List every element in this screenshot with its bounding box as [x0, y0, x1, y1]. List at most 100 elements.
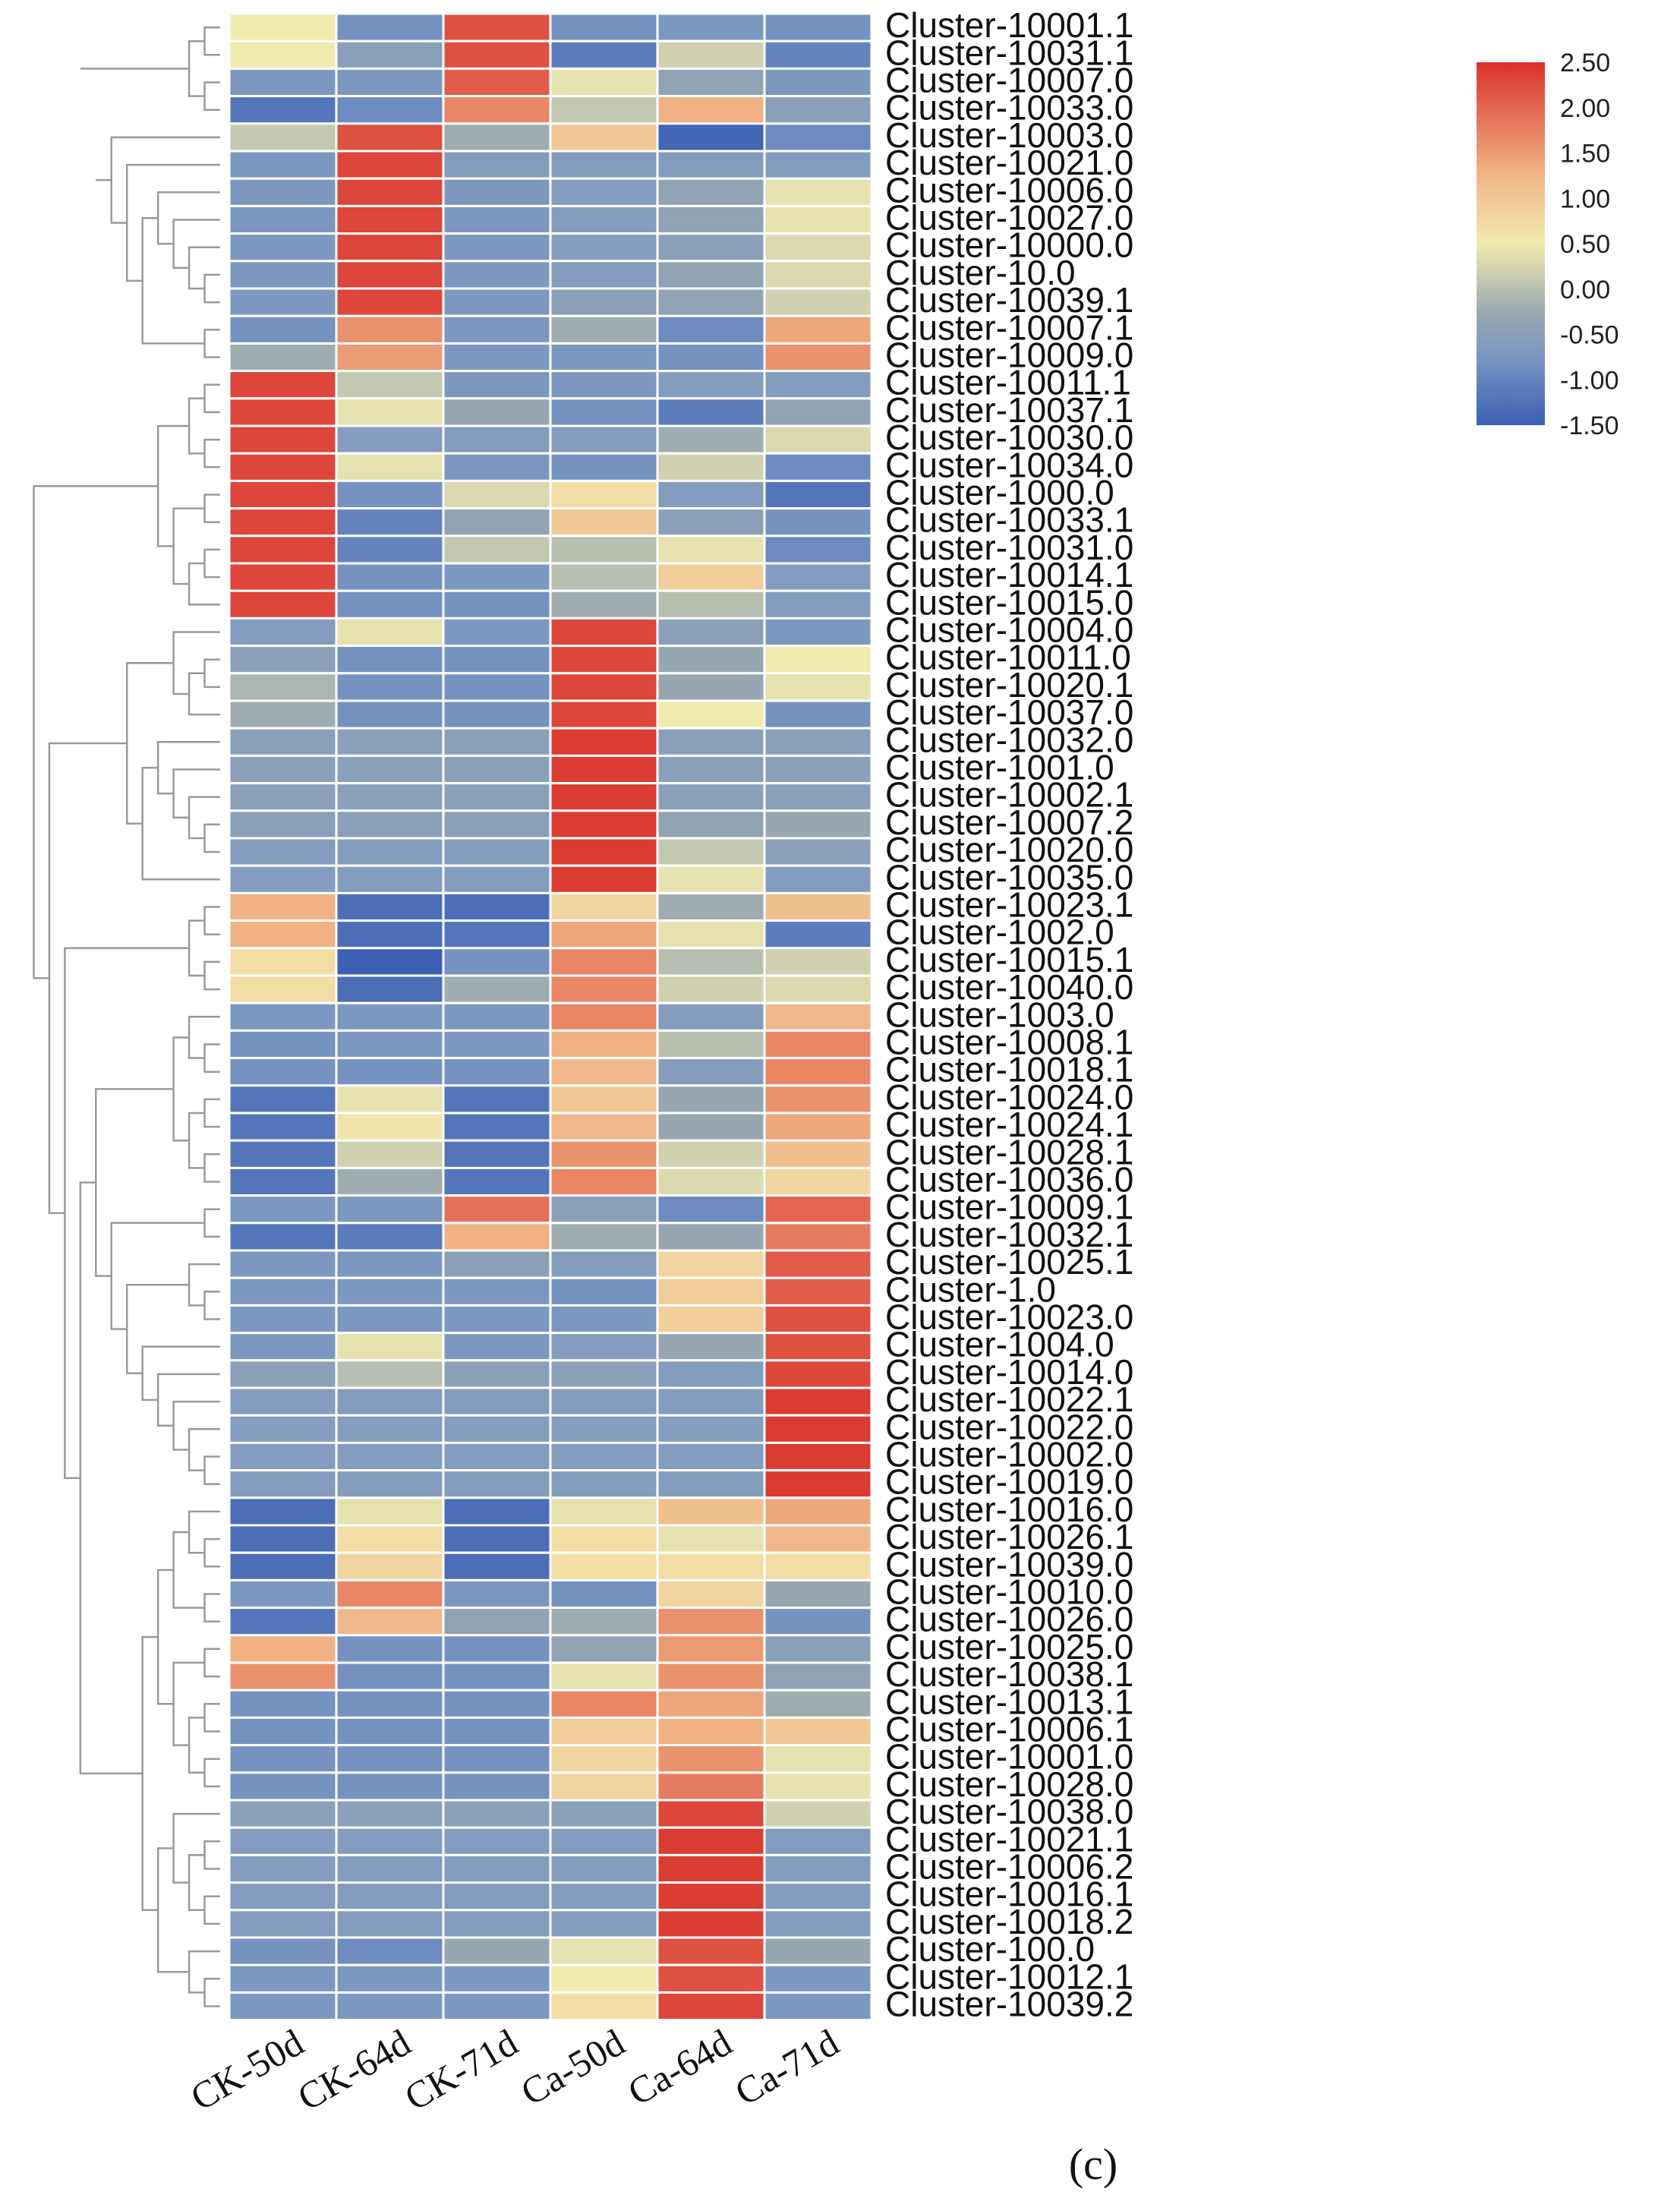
heatmap-cell [549, 1441, 659, 1472]
heatmap-cell [442, 1826, 552, 1856]
heatmap-cell [549, 1716, 659, 1747]
dendrogram-branch [172, 768, 220, 819]
heatmap-cell [763, 1799, 873, 1829]
row-label: Cluster-10002.0 [885, 1435, 1133, 1474]
heatmap-cell [549, 1057, 659, 1087]
heatmap-cell [335, 95, 445, 125]
heatmap-cell [763, 1634, 873, 1664]
dendrogram-branch [203, 1895, 220, 1925]
heatmap-cell [442, 342, 552, 373]
heatmap-cell [442, 1359, 552, 1389]
heatmap-cell [656, 1194, 766, 1225]
heatmap-cell [549, 1881, 659, 1912]
heatmap-cell [763, 1166, 873, 1197]
heatmap-cell [228, 1276, 338, 1307]
heatmap-cell [335, 177, 445, 207]
heatmap-cell [335, 1991, 445, 2022]
dendrogram-branch [188, 246, 220, 290]
heatmap-cell [442, 974, 552, 1004]
heatmap-cell [549, 1963, 659, 1994]
heatmap-cell [228, 1496, 338, 1527]
heatmap-cell [442, 1029, 552, 1060]
dendrogram-branch [203, 1840, 220, 1870]
colorbar-tick-label: -1.00 [1560, 366, 1619, 395]
heatmap-cell [335, 1661, 445, 1692]
heatmap-cell [763, 1991, 873, 2022]
heatmap-cell [335, 1524, 445, 1554]
heatmap-cell [335, 727, 445, 757]
heatmap-cell [656, 150, 766, 180]
colorbar-tick-label: 1.50 [1560, 140, 1610, 169]
row-label: Cluster-10021.1 [885, 1819, 1133, 1859]
dendrogram-branch [64, 947, 190, 1479]
heatmap-cell [228, 1799, 338, 1829]
dendrogram-branch [203, 1208, 220, 1238]
row-label: Cluster-10.0 [885, 253, 1076, 292]
heatmap-cell [442, 809, 552, 840]
row-label: Cluster-10033.0 [885, 88, 1133, 128]
row-label: Cluster-10001.0 [885, 1737, 1133, 1777]
heatmap-cell [335, 1496, 445, 1527]
heatmap-cell [549, 95, 659, 125]
heatmap-cell [335, 1909, 445, 1939]
heatmap-cell [656, 479, 766, 510]
heatmap-cell [442, 1716, 552, 1747]
heatmap-cell [335, 204, 445, 235]
row-label: Cluster-10015.0 [885, 582, 1133, 622]
heatmap-cell [656, 672, 766, 702]
heatmap-cell [442, 1661, 552, 1692]
heatmap-cell [549, 1496, 659, 1527]
heatmap-cell [549, 1029, 659, 1060]
dendrogram-branch [203, 1703, 220, 1733]
heatmap-cell [442, 204, 552, 235]
heatmap-cell [549, 562, 659, 592]
heatmap-cell [228, 39, 338, 70]
heatmap-cell [335, 891, 445, 922]
heatmap-cell [442, 507, 552, 538]
heatmap-cell [228, 534, 338, 565]
heatmap-cell [442, 616, 552, 648]
column-label: CK-64d [290, 2021, 418, 2119]
heatmap-cell [442, 754, 552, 785]
heatmap-cell [763, 1607, 873, 1637]
dendrogram-branch [188, 1510, 220, 1554]
heatmap-cell [228, 150, 338, 180]
heatmap-cell [335, 1029, 445, 1060]
heatmap-cell [442, 1469, 552, 1499]
row-label: Cluster-10022.1 [885, 1380, 1133, 1419]
heatmap-cell [656, 1469, 766, 1499]
heatmap-cell [656, 562, 766, 592]
dendrogram-branch [188, 397, 205, 455]
heatmap-cell [335, 150, 445, 180]
row-label: Cluster-10033.1 [885, 500, 1133, 540]
heatmap-cell [228, 67, 338, 98]
heatmap-cell [442, 1991, 552, 2022]
heatmap-cell [228, 95, 338, 125]
heatmap-cell [228, 1881, 338, 1912]
heatmap-cell [335, 1881, 445, 1912]
row-label: Cluster-10006.0 [885, 170, 1133, 210]
heatmap-cell [549, 1661, 659, 1692]
heatmap-cell [442, 727, 552, 757]
heatmap-cell [763, 177, 873, 207]
heatmap-cell [549, 1084, 659, 1115]
row-label: Cluster-10039.0 [885, 1544, 1133, 1584]
heatmap-cell [656, 1936, 766, 1966]
heatmap-cell [656, 919, 766, 950]
heatmap-cell [335, 1194, 445, 1225]
row-label: Cluster-10037.0 [885, 692, 1133, 732]
column-label: CK-71d [397, 2021, 525, 2119]
heatmap-cell [656, 1001, 766, 1032]
heatmap-cell [656, 727, 766, 757]
heatmap-cell [656, 314, 766, 345]
heatmap-cell [656, 534, 766, 565]
row-label: Cluster-10020.0 [885, 830, 1133, 869]
heatmap-cell [335, 507, 445, 538]
row-label: Cluster-10038.1 [885, 1654, 1133, 1694]
heatmap-cell [442, 1551, 552, 1581]
heatmap-cell [763, 782, 873, 812]
row-label: Cluster-10009.1 [885, 1187, 1133, 1227]
heatmap-cell [442, 1909, 552, 1939]
dendrogram-branch [203, 1648, 220, 1678]
row-label: Cluster-10039.2 [885, 1985, 1133, 2024]
